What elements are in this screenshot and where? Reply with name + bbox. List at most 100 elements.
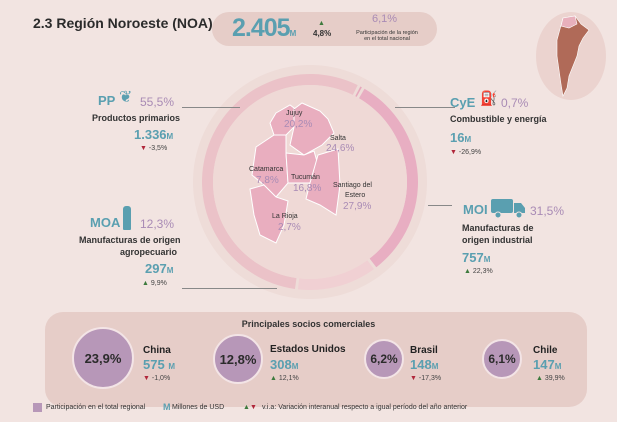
- legend-share: Participación en el total regional: [46, 404, 146, 411]
- pp-code: PP: [98, 93, 116, 108]
- unit: M: [464, 135, 472, 144]
- partner-name: China: [143, 345, 171, 356]
- partner-value: 148M: [410, 357, 438, 372]
- donut-segment-moa: [297, 260, 374, 290]
- total-exports: 2.405M: [232, 14, 296, 43]
- province-pct: 16,8%: [293, 183, 322, 194]
- donut-chart: [193, 65, 427, 299]
- province-label: Catamarca: [249, 166, 284, 173]
- value: 16: [450, 130, 465, 145]
- page-title: 2.3 Región Noroeste (NOA): [33, 15, 213, 31]
- partners-title: Principales socios comerciales: [241, 319, 376, 329]
- partner-share-bubble: 23,9%: [72, 327, 134, 389]
- unit: M: [166, 266, 174, 275]
- moi-variation: ▲ 22,3%: [464, 268, 493, 275]
- value: 1.336: [134, 127, 167, 142]
- variation: -3,5%: [148, 145, 168, 152]
- variation: 9,9%: [150, 280, 167, 287]
- moa-name: agropecuario: [120, 247, 178, 257]
- unit: M: [483, 255, 491, 264]
- partner-name: Chile: [533, 345, 558, 356]
- summary-pill: [212, 12, 437, 46]
- up-arrow-icon: ▲: [536, 375, 543, 382]
- province-label: Salta: [330, 135, 346, 142]
- down-arrow-icon: ▼: [140, 145, 147, 152]
- partner-value: 308M: [270, 357, 298, 372]
- province-label: Estero: [345, 192, 366, 199]
- variation: 39,9%: [544, 375, 565, 382]
- partner-name: Estados Unidos: [270, 344, 346, 355]
- fuel-drop-icon: ⛽: [480, 90, 498, 106]
- pp-value: 1.336M: [134, 127, 173, 142]
- up-arrow-icon: ▲: [318, 20, 325, 27]
- cye-name: Combustible y energía: [450, 114, 547, 124]
- leader-line: [428, 205, 452, 206]
- moi-name: Manufacturas de: [462, 223, 534, 233]
- value: 297: [145, 261, 167, 276]
- value: 575: [143, 357, 165, 372]
- argentina-map-icon: [536, 12, 606, 100]
- province-salta[interactable]: [289, 102, 335, 156]
- province-label: Tucumán: [291, 174, 320, 181]
- variation: -1,0%: [151, 375, 171, 382]
- moa-name: Manufacturas de origen: [79, 235, 181, 245]
- province-label: Jujuy: [286, 110, 303, 117]
- partner-variation: ▲ 12,1%: [270, 375, 299, 382]
- cye-pct: 0,7%: [501, 96, 529, 110]
- value: 147: [533, 357, 555, 372]
- province-la-rioja[interactable]: [249, 184, 289, 244]
- unit: M: [289, 29, 297, 38]
- wheat-icon: ❦: [119, 89, 133, 106]
- province-pct: 20,2%: [284, 119, 313, 130]
- variation: 12,1%: [278, 375, 299, 382]
- moa-variation: ▲ 9,9%: [142, 280, 167, 287]
- unit: M: [291, 362, 299, 371]
- partner-variation: ▼ -1,0%: [143, 375, 170, 382]
- region-share: 6,1%: [372, 13, 398, 25]
- province-pct: 24,6%: [326, 143, 355, 154]
- down-arrow-icon: ▼: [143, 375, 150, 382]
- value: 757: [462, 250, 484, 265]
- unit: M: [554, 362, 562, 371]
- leader-line: [395, 107, 455, 108]
- value: 148: [410, 357, 432, 372]
- moi-code: MOI: [463, 202, 488, 217]
- variation: -26,9%: [458, 149, 482, 156]
- pp-variation: ▼ -3,5%: [140, 145, 167, 152]
- legend-via: v.i.a: Variación interanual respecto a i…: [262, 404, 468, 411]
- share-legend-swatch: [33, 403, 42, 412]
- moi-pct: 31,5%: [530, 204, 565, 218]
- unit: M: [166, 132, 174, 141]
- unit: M: [168, 362, 175, 371]
- province-pct: 7,8%: [256, 175, 279, 186]
- legend-arrows-icon: ▲▼: [243, 404, 257, 411]
- total-value: 2.405: [232, 14, 291, 42]
- label-line: Participación de la región: [356, 30, 418, 36]
- partner-value: 575 M: [143, 357, 175, 372]
- partner-share-bubble: 6,1%: [482, 339, 522, 379]
- variation: 22,3%: [472, 268, 493, 275]
- up-arrow-icon: ▲: [142, 280, 149, 287]
- legend-m: M: [163, 402, 171, 412]
- bottle-icon: [123, 206, 131, 230]
- pp-name: Productos primarios: [92, 113, 181, 123]
- province-santiago-del-estero[interactable]: [305, 148, 341, 216]
- cye-code: CyE: [450, 95, 476, 110]
- value: 308: [270, 357, 292, 372]
- leader-line: [182, 288, 277, 289]
- up-arrow-icon: ▲: [270, 375, 277, 382]
- down-arrow-icon: ▼: [410, 375, 417, 382]
- province-pct: 2,7%: [278, 222, 301, 233]
- donut-segment-cye: [355, 86, 362, 97]
- donut-segment-moi: [358, 88, 418, 268]
- partner-value: 147M: [533, 357, 561, 372]
- cye-variation: ▼ -26,9%: [450, 149, 481, 156]
- province-jujuy[interactable]: [269, 104, 299, 136]
- label-line: en el total nacional: [364, 36, 410, 42]
- moa-code: MOA: [90, 215, 121, 230]
- moi-name: origen industrial: [462, 235, 533, 245]
- down-arrow-icon: ▼: [450, 149, 457, 156]
- leader-line: [182, 107, 240, 108]
- legend-m-label: Millones de USD: [172, 404, 225, 411]
- region-share-label: Participación de la región en el total na…: [352, 30, 422, 42]
